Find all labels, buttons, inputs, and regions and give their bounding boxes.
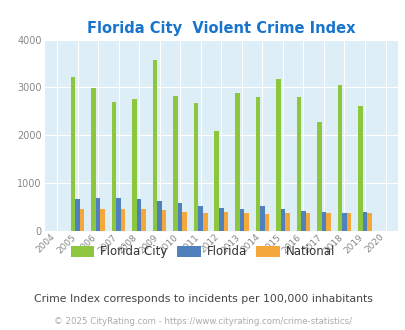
Bar: [280, 209, 284, 231]
Bar: [70, 77, 75, 231]
Bar: [325, 213, 330, 231]
Bar: [284, 213, 289, 231]
Bar: [255, 97, 260, 231]
Bar: [260, 206, 264, 231]
Bar: [100, 209, 104, 231]
Bar: [305, 213, 309, 231]
Bar: [96, 197, 100, 231]
Bar: [162, 211, 166, 231]
Bar: [116, 198, 121, 231]
Bar: [264, 214, 269, 231]
Bar: [157, 201, 162, 231]
Bar: [132, 99, 136, 231]
Bar: [79, 209, 84, 231]
Bar: [301, 211, 305, 231]
Bar: [153, 60, 157, 231]
Text: © 2025 CityRating.com - https://www.cityrating.com/crime-statistics/: © 2025 CityRating.com - https://www.city…: [54, 317, 351, 326]
Bar: [182, 212, 187, 231]
Bar: [173, 96, 177, 231]
Bar: [367, 213, 371, 231]
Bar: [218, 208, 223, 231]
Bar: [341, 213, 346, 231]
Bar: [136, 199, 141, 231]
Bar: [296, 97, 301, 231]
Bar: [275, 79, 280, 231]
Bar: [362, 212, 367, 231]
Bar: [177, 203, 182, 231]
Bar: [243, 213, 248, 231]
Bar: [194, 103, 198, 231]
Bar: [239, 209, 243, 231]
Bar: [121, 209, 125, 231]
Bar: [198, 206, 202, 231]
Bar: [357, 106, 362, 231]
Bar: [141, 209, 145, 231]
Bar: [316, 122, 321, 231]
Bar: [223, 212, 228, 231]
Bar: [111, 102, 116, 231]
Bar: [91, 88, 96, 231]
Title: Florida City  Violent Crime Index: Florida City Violent Crime Index: [87, 21, 355, 36]
Bar: [214, 131, 218, 231]
Text: Crime Index corresponds to incidents per 100,000 inhabitants: Crime Index corresponds to incidents per…: [34, 294, 371, 304]
Bar: [75, 199, 79, 231]
Legend: Florida City, Florida, National: Florida City, Florida, National: [66, 241, 339, 263]
Bar: [337, 84, 341, 231]
Bar: [346, 213, 350, 231]
Bar: [234, 93, 239, 231]
Bar: [202, 213, 207, 231]
Bar: [321, 212, 325, 231]
